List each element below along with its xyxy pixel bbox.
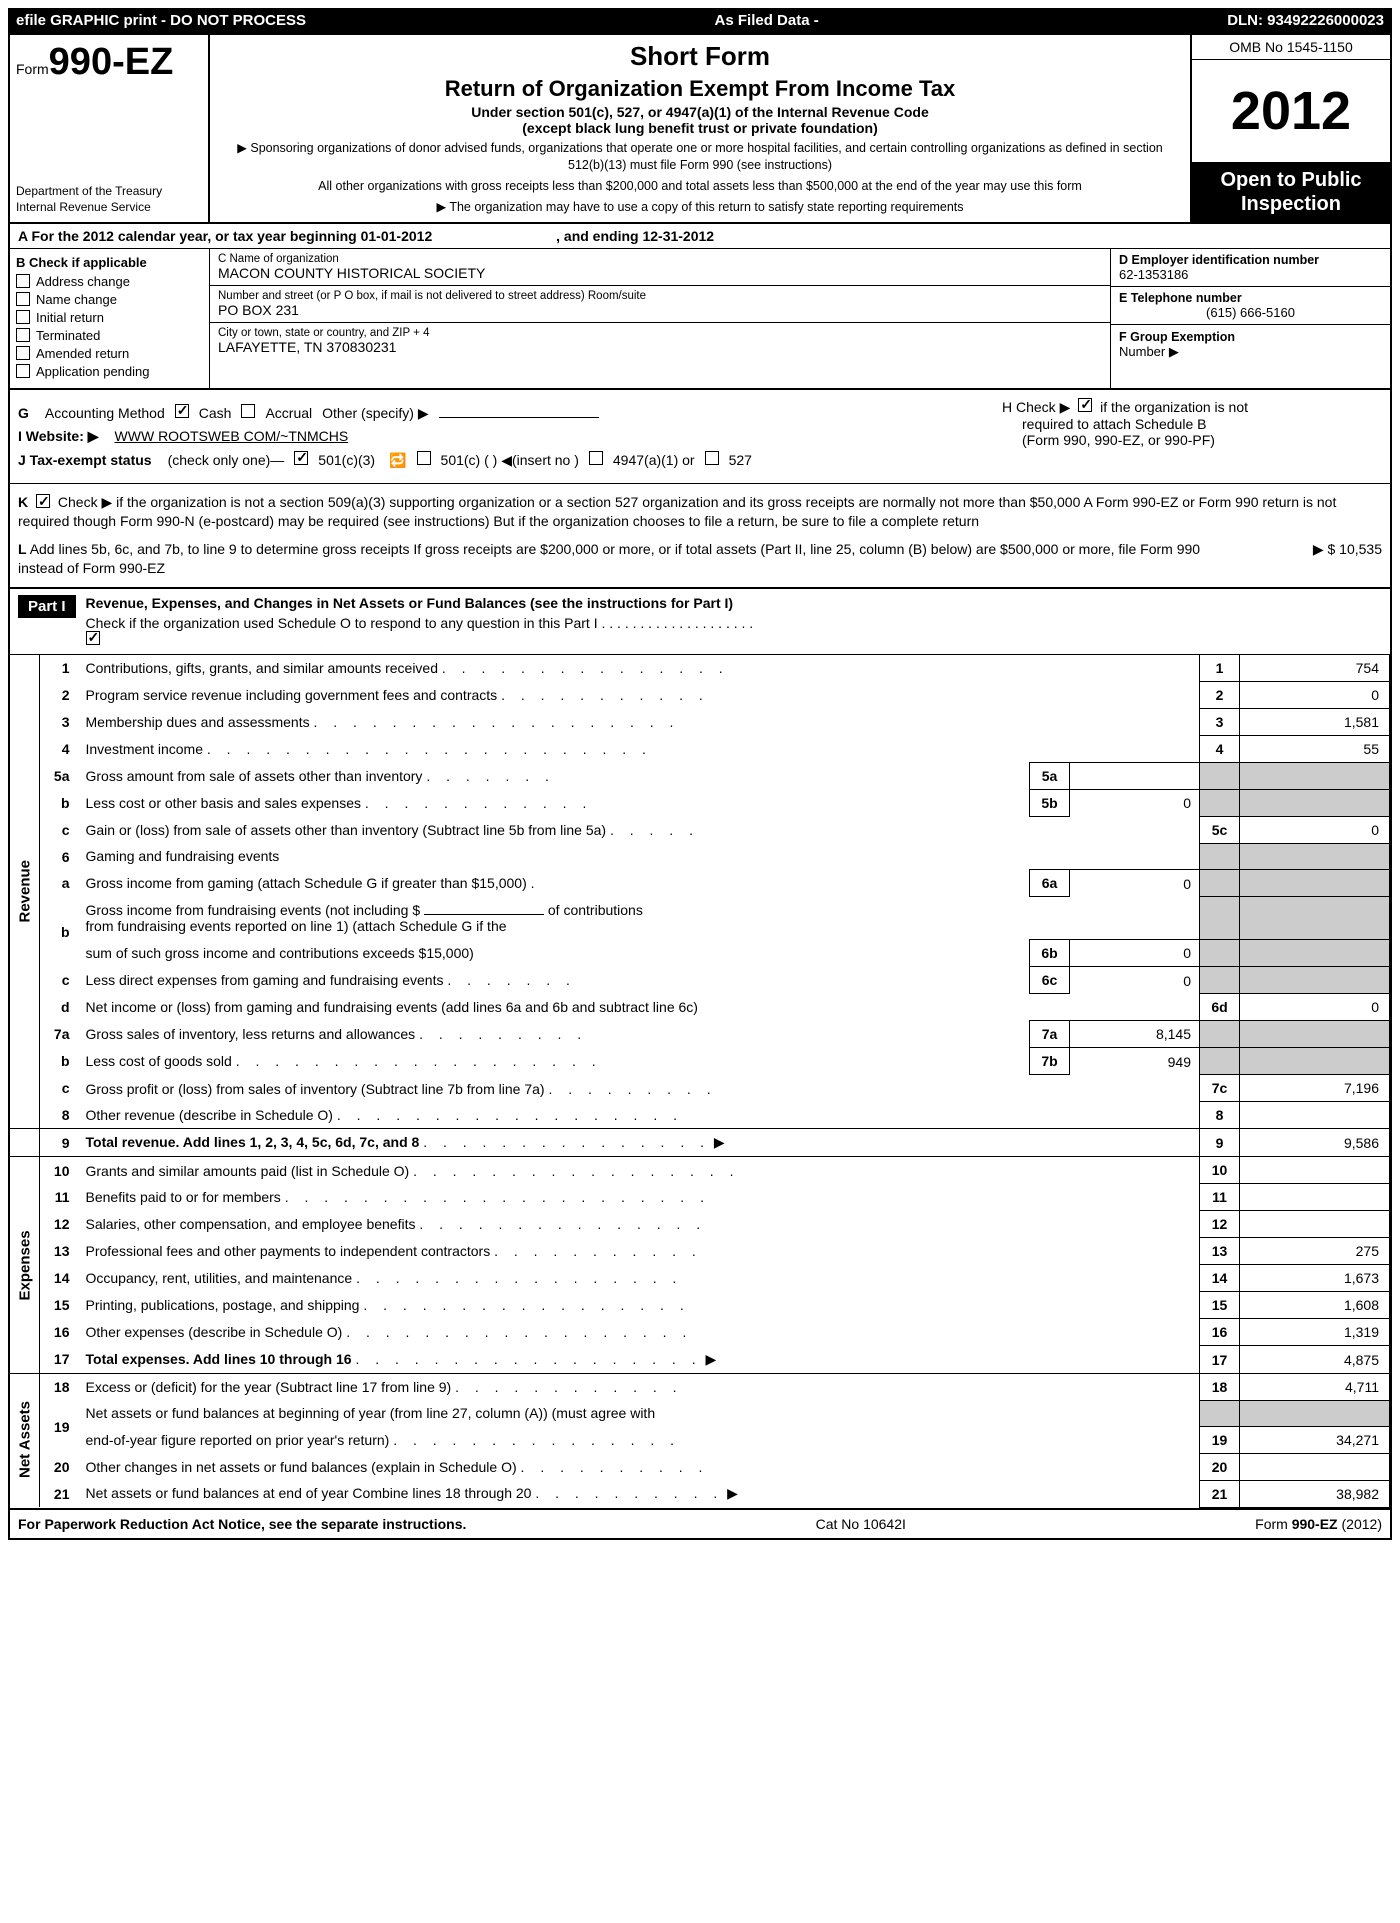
line-6c-value: 0 (1070, 967, 1200, 994)
topbar-left: efile GRAPHIC print - DO NOT PROCESS (16, 12, 306, 29)
org-name: MACON COUNTY HISTORICAL SOCIETY (218, 265, 1102, 281)
line-15-value: 1,608 (1240, 1292, 1390, 1319)
line-10-value (1240, 1157, 1390, 1184)
line-4-value: 55 (1240, 735, 1390, 762)
cb-amended[interactable] (16, 346, 30, 360)
line-8-value (1240, 1102, 1390, 1129)
line-19-value: 34,271 (1240, 1426, 1390, 1453)
cb-527[interactable] (705, 451, 719, 465)
website-label: I Website: ▶ (18, 428, 99, 445)
side-expenses: Expenses (10, 1157, 40, 1374)
tax-year: 2012 (1192, 60, 1390, 162)
column-d: D Employer identification number 62-1353… (1110, 249, 1390, 388)
line-2-value: 0 (1240, 681, 1390, 708)
telephone: (615) 666-5160 (1119, 305, 1382, 320)
header-note-3: ▶ The organization may have to use a cop… (220, 199, 1180, 216)
line-7c-value: 7,196 (1240, 1075, 1390, 1102)
line-6a-value: 0 (1070, 870, 1200, 897)
omb-number: OMB No 1545-1150 (1192, 35, 1390, 60)
open-public-badge: Open to Public Inspection (1192, 162, 1390, 222)
line-20-value (1240, 1453, 1390, 1480)
org-city: LAFAYETTE, TN 370830231 (218, 339, 1102, 355)
line-14-value: 1,673 (1240, 1265, 1390, 1292)
header-note-1: ▶ Sponsoring organizations of donor advi… (220, 140, 1180, 174)
form-header: Form990-EZ Department of the Treasury In… (10, 35, 1390, 224)
cb-501c[interactable] (417, 451, 431, 465)
ein: 62-1353186 (1119, 267, 1382, 282)
cb-schedule-b[interactable] (1078, 398, 1092, 412)
line-6b-value: 0 (1070, 940, 1200, 967)
line-7a-value: 8,145 (1070, 1021, 1200, 1048)
cb-address-change[interactable] (16, 274, 30, 288)
under-section: Under section 501(c), 527, or 4947(a)(1)… (220, 104, 1180, 120)
cb-pending[interactable] (16, 364, 30, 378)
cb-cash[interactable] (175, 404, 189, 418)
line-5a-value (1070, 762, 1200, 789)
cb-k[interactable] (36, 494, 50, 508)
except-note: (except black lung benefit trust or priv… (220, 120, 1180, 136)
ghij-section: G Accounting Method Cash Accrual Other (… (10, 390, 1390, 484)
page-footer: For Paperwork Reduction Act Notice, see … (10, 1508, 1390, 1538)
cb-name-change[interactable] (16, 292, 30, 306)
cb-terminated[interactable] (16, 328, 30, 342)
cb-accrual[interactable] (241, 404, 255, 418)
section-a: A For the 2012 calendar year, or tax yea… (10, 224, 1390, 249)
column-b: B Check if applicable Address change Nam… (10, 249, 210, 388)
line-3-value: 1,581 (1240, 708, 1390, 735)
topbar-mid: As Filed Data - (715, 12, 819, 29)
line-17-value: 4,875 (1240, 1346, 1390, 1374)
line-7b-value: 949 (1070, 1048, 1200, 1075)
line-16-value: 1,319 (1240, 1319, 1390, 1346)
cat-no: Cat No 10642I (816, 1516, 906, 1532)
side-revenue: Revenue (10, 654, 40, 1129)
website-link[interactable]: WWW ROOTSWEB COM/~TNMCHS (115, 428, 349, 444)
line-6d-value: 0 (1240, 994, 1390, 1021)
dept-treasury: Department of the Treasury (16, 184, 202, 200)
cb-4947[interactable] (589, 451, 603, 465)
line-9-value: 9,586 (1240, 1129, 1390, 1157)
lines-table: Revenue 1 Contributions, gifts, grants, … (10, 654, 1390, 1508)
line-18-value: 4,711 (1240, 1373, 1390, 1400)
part-1-header: Part I Revenue, Expenses, and Changes in… (10, 589, 1390, 654)
line-11-value (1240, 1184, 1390, 1211)
top-bar: efile GRAPHIC print - DO NOT PROCESS As … (8, 8, 1392, 33)
line-5b-value: 0 (1070, 789, 1200, 816)
kl-section: K Check ▶ if the organization is not a s… (10, 484, 1390, 589)
header-note-2: All other organizations with gross recei… (220, 178, 1180, 195)
line-13-value: 275 (1240, 1238, 1390, 1265)
line-5c-value: 0 (1240, 816, 1390, 843)
side-net-assets: Net Assets (10, 1373, 40, 1507)
cb-initial-return[interactable] (16, 310, 30, 324)
line-12-value (1240, 1211, 1390, 1238)
org-address: PO BOX 231 (218, 302, 1102, 318)
main-title: Return of Organization Exempt From Incom… (220, 76, 1180, 102)
form-ref: Form 990-EZ (2012) (1255, 1516, 1382, 1532)
line-1-value: 754 (1240, 654, 1390, 681)
column-c: C Name of organization MACON COUNTY HIST… (210, 249, 1110, 388)
cb-501c3[interactable] (294, 451, 308, 465)
dept-irs: Internal Revenue Service (16, 200, 202, 216)
cb-schedule-o[interactable] (86, 631, 100, 645)
short-form-title: Short Form (220, 41, 1180, 72)
topbar-right: DLN: 93492226000023 (1227, 12, 1384, 29)
form-number: Form990-EZ (16, 41, 202, 84)
identity-row: B Check if applicable Address change Nam… (10, 249, 1390, 390)
line-21-value: 38,982 (1240, 1480, 1390, 1507)
gross-receipts: ▶ $ 10,535 (1242, 540, 1382, 579)
